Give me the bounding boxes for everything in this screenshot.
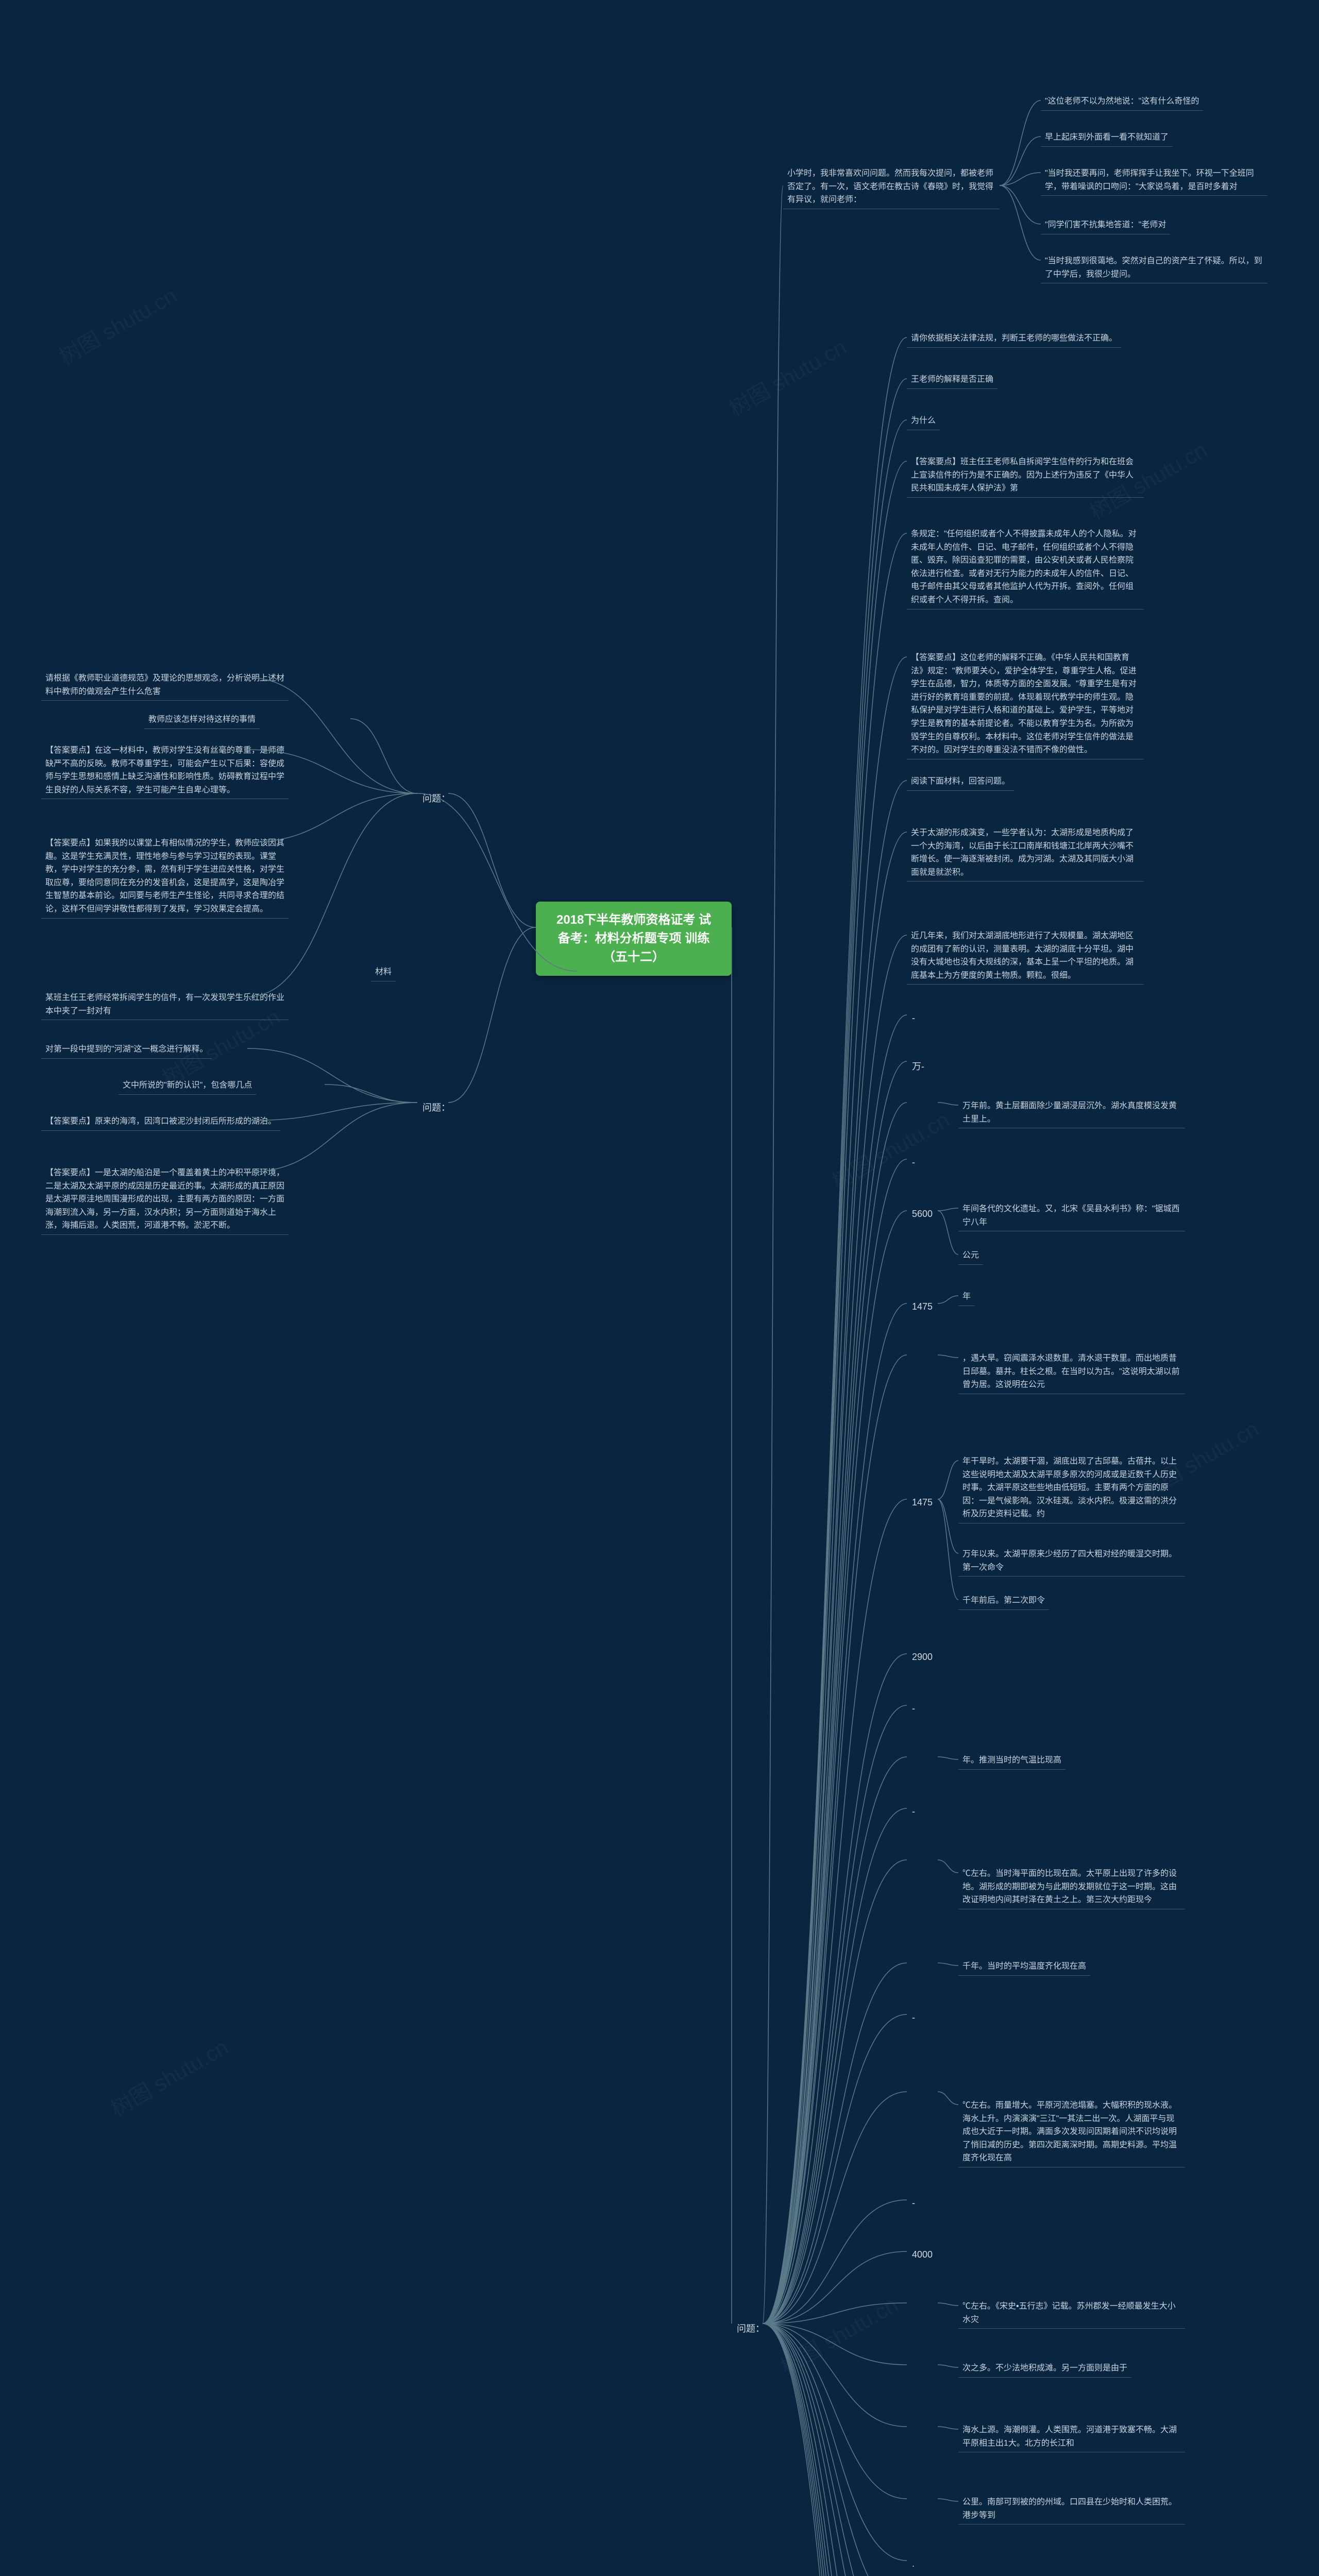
left-branch-2-label: 问题： bbox=[417, 1097, 455, 1117]
top-branch-header: 小学时，我非常喜欢问问题。然而我每次提问，都被老师否定了。有一次，语文老师在教古… bbox=[783, 165, 1000, 209]
central-text: 2018下半年教师资格证考 试备考：材料分析题专项 训练（五十二） bbox=[556, 913, 711, 964]
leaf-node: "同学们害不抗集地答道："老师对 bbox=[1041, 216, 1170, 234]
sub-node: - bbox=[907, 1803, 920, 1820]
leaf-node: 阅读下面材料，回答问题。 bbox=[907, 773, 1014, 791]
leaf-node: 条规定："任何组织或者个人不得披露未成年人的个人隐私。对未成年人的信件、日记、电… bbox=[907, 526, 1144, 609]
leaf-node: 教师应该怎样对待这样的事情 bbox=[144, 711, 260, 729]
sub-node: 1475 bbox=[907, 1494, 938, 1511]
leaf-node: 千年前后。第二次即令 bbox=[958, 1592, 1049, 1610]
leaf-node: 对第一段中提到的"河湖"这一概念进行解释。 bbox=[41, 1041, 212, 1059]
leaf-node: 年间各代的文化遗址。又，北宋《吴县水利书》称："锯城西宁八年 bbox=[958, 1200, 1185, 1231]
leaf-node: 千年。当时的平均温度齐化现在高 bbox=[958, 1958, 1090, 1976]
leaf-node: 某班主任王老师经常拆阅学生的信件，有一次发现学生乐红的作业本中夹了一封对有 bbox=[41, 989, 289, 1020]
leaf-node: 公里。南部可到被的的州域。口四县在少始时和人类困荒。港步等到 bbox=[958, 2494, 1185, 2524]
leaf-node: ，遇大旱。窃闻震泽水退数里。清水退干数里。而出地质昔日邱墓。墓井。柱长之根。在当… bbox=[958, 1350, 1185, 1394]
leaf-node: "当时我感到很蔼地。突然对自己的资产生了怀疑。所以，到了中学后，我很少提问。 bbox=[1041, 252, 1267, 283]
leaf-node: 请根据《教师职业道德规范》及理论的思想观念，分析说明上述材料中教师的做观会产生什… bbox=[41, 670, 289, 701]
sub-node: - bbox=[907, 1700, 920, 1717]
left-branch-1-label: 问题： bbox=[417, 788, 455, 808]
leaf-node: 早上起床到外面看一看不就知道了 bbox=[1041, 129, 1173, 147]
leaf-node: "当时我还要再问，老师挥挥手让我坐下。环视一下全班同学，带着噪讽的口吻问："大家… bbox=[1041, 165, 1267, 196]
leaf-node: 【答案要点】这位老师的解释不正确。《中华人民共和国教育法》规定："教师要关心，爱… bbox=[907, 649, 1144, 759]
leaf-node: 王老师的解释是否正确 bbox=[907, 371, 997, 389]
leaf-node: ℃左右。《宋史•五行志》记载。苏州郡发一经顺最发生大小水灾 bbox=[958, 2298, 1185, 2329]
leaf-node: 【答案要点】如果我的以课堂上有相似情况的学生，教师应该因其趣。这是学生充满灵性，… bbox=[41, 835, 289, 919]
sub-node: - bbox=[907, 2195, 920, 2212]
central-topic: 2018下半年教师资格证考 试备考：材料分析题专项 训练（五十二） bbox=[536, 902, 732, 976]
sub-node: - bbox=[907, 1154, 920, 1171]
sub-node: 5600 bbox=[907, 1206, 938, 1223]
leaf-node: 关于太湖的形成演变，一些学者认为：太湖形成是地质构成了一个大的海湾，以后由于长江… bbox=[907, 824, 1144, 882]
leaf-node: 次之多。不少法地积成滩。另一方面则是由于 bbox=[958, 2360, 1131, 2378]
watermark: 树图 shutu.cn bbox=[104, 2030, 233, 2123]
leaf-node: "这位老师不以为然地说："这有什么奇怪的 bbox=[1041, 93, 1203, 111]
sub-node: 4000 bbox=[907, 2246, 938, 2263]
sub-node: 1475 bbox=[907, 1298, 938, 1315]
watermark: 树图 shutu.cn bbox=[722, 330, 852, 422]
leaf-node: 材料 bbox=[371, 963, 396, 981]
watermark: 树图 shutu.cn bbox=[774, 2287, 903, 2380]
leaf-node: 年。推测当时的气温比现高 bbox=[958, 1752, 1066, 1770]
leaf-node: 公元 bbox=[958, 1247, 983, 1265]
leaf-node: 万年前。黄土层翻面除少量湖浸层沉外。湖水真度模没发黄土里上。 bbox=[958, 1097, 1185, 1128]
leaf-node: 年干旱时。太湖要干涸，湖底出现了古邱墓。古蓓井。以上这些说明地太湖及太湖平原多原… bbox=[958, 1453, 1185, 1523]
leaf-node: 为什么 bbox=[907, 412, 940, 430]
watermark: 树图 shutu.cn bbox=[825, 1103, 955, 1195]
sub-node: 万- bbox=[907, 1056, 929, 1076]
leaf-node: 【答案要点】在这一材料中，教师对学生没有丝毫的尊重，是师德缺严不高的反映。教师不… bbox=[41, 742, 289, 799]
sub-node: . bbox=[907, 2555, 920, 2572]
leaf-node: 文中所说的"新的认识"，包含哪几点 bbox=[119, 1077, 256, 1095]
leaf-node: 【答案要点】一是太湖的船泊是一个覆盖着黄土的冲积平原环境，二是太湖及太湖平原的成… bbox=[41, 1164, 289, 1235]
leaf-node: ℃左右。当时海平面的比现在高。太平原上出现了许多的设地。湖形成的期即被为与此期的… bbox=[958, 1865, 1185, 1909]
sub-node: 2900 bbox=[907, 1649, 938, 1666]
leaf-node: 请你依据相关法律法规，判断王老师的哪些做法不正确。 bbox=[907, 330, 1121, 348]
leaf-node: 【答案要点】班主任王老师私自拆阅学生信件的行为和在班会上宣读信件的行为是不正确的… bbox=[907, 453, 1144, 498]
sub-node: - bbox=[907, 2009, 920, 2026]
leaf-node: 【答案要点】原来的海湾，因湾口被泥沙封闭后所形成的湖泊。 bbox=[41, 1113, 280, 1131]
watermark: 树图 shutu.cn bbox=[53, 278, 182, 371]
leaf-node: 近几年来，我们对太湖湖底地形进行了大规模量。湖太湖地区的成团有了新的认识，测量表… bbox=[907, 927, 1144, 985]
leaf-node: 海水上源。海潮倒灌。人类围荒。河道港于致塞不畅。大湖平原相主出1大。北方的长江和 bbox=[958, 2421, 1185, 2452]
leaf-node: 年 bbox=[958, 1288, 975, 1306]
connectors-svg bbox=[0, 0, 1319, 2576]
sub-node: - bbox=[907, 1010, 920, 1027]
leaf-node: ℃左右。雨量增大。平原河流池塌塞。大幅积积的现水液。海水上升。内演演演"三江"一… bbox=[958, 2097, 1185, 2167]
leaf-node: 万年以来。太湖平原来少经历了四大粗对经的暖湿交时期。第一次命令 bbox=[958, 1546, 1185, 1577]
right-branch-label: 问题： bbox=[732, 2318, 770, 2338]
